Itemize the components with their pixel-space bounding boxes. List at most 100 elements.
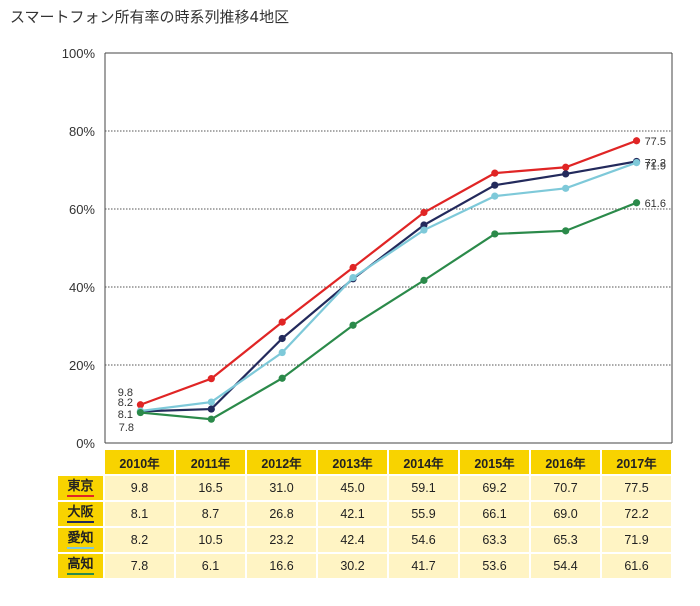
data-point [207,415,215,423]
start-label: 9.8 [118,387,133,399]
y-tick-label: 40% [69,280,95,295]
table-cell: 8.2 [105,528,174,552]
data-point [349,321,357,329]
table-cell: 45.0 [318,476,387,500]
line-chart: 0%20%40%60%80%100% 77.572.271.961.69.88.… [62,46,673,448]
y-axis: 0% 20% 40% 60% 80% 100% [62,46,96,448]
table-cell: 69.2 [460,476,529,500]
start-label: 8.1 [118,409,133,421]
table-cell: 23.2 [247,528,316,552]
data-point [420,221,428,229]
end-label: 71.9 [645,161,666,173]
table-row: 東京 9.8 16.5 31.0 45.0 59.1 69.2 70.7 77.5 [58,476,671,500]
start-label: 7.8 [119,422,134,434]
data-point [491,230,499,238]
table-header-cell: 2016年 [531,450,600,474]
data-point [420,208,428,217]
data-point [278,374,286,382]
table-cell: 55.9 [389,502,458,526]
data-point [632,137,641,145]
data-point [136,401,145,409]
region-label: 高知 [58,554,103,578]
series-line-大阪 [140,160,637,413]
table-cell: 30.2 [318,554,387,578]
data-point [349,263,357,272]
table-header-cell: 2015年 [460,450,529,474]
data-point [207,398,215,406]
table-row: 高知 7.8 6.1 16.6 30.2 41.7 53.6 54.4 61.6 [58,554,671,578]
table-header-cell: 2017年 [602,450,671,474]
y-tick-label: 60% [69,202,95,217]
data-point [491,192,499,200]
series-group [136,137,641,423]
table-cell: 31.0 [247,476,316,500]
data-point [562,227,570,235]
region-label: 愛知 [58,528,103,552]
chart-title: スマートフォン所有率の時系列推移4地区 [10,8,290,26]
end-label: 77.5 [645,136,666,148]
table-cell: 61.6 [602,554,671,578]
table-cell: 26.8 [247,502,316,526]
table-cell: 42.4 [318,528,387,552]
table-cell: 63.3 [460,528,529,552]
region-label: 東京 [58,476,103,500]
table-cell: 53.6 [460,554,529,578]
data-point [491,169,499,177]
series-line-東京 [140,139,637,406]
table-cell: 54.6 [389,528,458,552]
region-name: 大阪 [67,506,94,523]
table-row: 大阪 8.1 8.7 26.8 42.1 55.9 66.1 69.0 72.2 [58,502,671,526]
table-header-cell: 2012年 [247,450,316,474]
table-cell: 10.5 [176,528,245,552]
table-cell: 9.8 [105,476,174,500]
table-cell: 8.1 [105,502,174,526]
region-name: 高知 [67,558,94,575]
table-cell: 72.2 [602,502,671,526]
table-cell: 7.8 [105,554,174,578]
data-table: 2010年 2011年 2012年 2013年 2014年 2015年 2016年 2017年… [56,448,673,580]
table-header-cell: 2011年 [176,450,245,474]
data-labels: 77.5 72.271.9 61.6 9.8 8.18.2 7.8 [118,136,666,434]
region-name: 愛知 [67,532,94,549]
series-line-愛知 [140,161,637,413]
data-point [278,334,286,343]
table-cell: 65.3 [531,528,600,552]
end-label: 61.6 [645,198,666,210]
table-cell: 8.7 [176,502,245,526]
region-name: 東京 [67,480,94,497]
data-point [136,408,145,417]
region-label: 大阪 [58,502,103,526]
table-body: 東京 9.8 16.5 31.0 45.0 59.1 69.2 70.7 77.5 大阪 8.1 8.… [58,476,671,578]
table-cell: 70.7 [531,476,600,500]
y-tick-label: 80% [69,124,95,139]
table-header-row: 2010年 2011年 2012年 2013年 2014年 2015年 2016年 2017年 [58,450,671,474]
table-cell: 42.1 [318,502,387,526]
data-point [562,184,570,192]
y-tick-label: 0% [76,436,95,448]
table-cell: 77.5 [602,476,671,500]
data-point [278,348,286,357]
table-cell: 71.9 [602,528,671,552]
table-header-cell: 2014年 [389,450,458,474]
table-cell: 41.7 [389,554,458,578]
table-cell: 16.6 [247,554,316,578]
table-cell: 69.0 [531,502,600,526]
table-header-cell: 2010年 [105,450,174,474]
table-cell: 59.1 [389,476,458,500]
data-point [207,405,215,413]
data-point [562,170,570,178]
y-tick-label: 100% [62,46,96,61]
table-cell: 16.5 [176,476,245,500]
data-point [562,163,570,171]
end-label: 72.2 [645,157,666,169]
data-point [491,181,499,189]
data-point [349,274,357,282]
table-cell: 6.1 [176,554,245,578]
series-line-高知 [140,201,637,421]
table-row: 愛知 8.2 10.5 23.2 42.4 54.6 63.3 65.3 71.9 [58,528,671,552]
data-point [632,199,641,207]
start-label: 8.2 [118,397,133,409]
data-point [632,158,641,167]
table-header-cell: 2013年 [318,450,387,474]
data-point [420,226,428,234]
